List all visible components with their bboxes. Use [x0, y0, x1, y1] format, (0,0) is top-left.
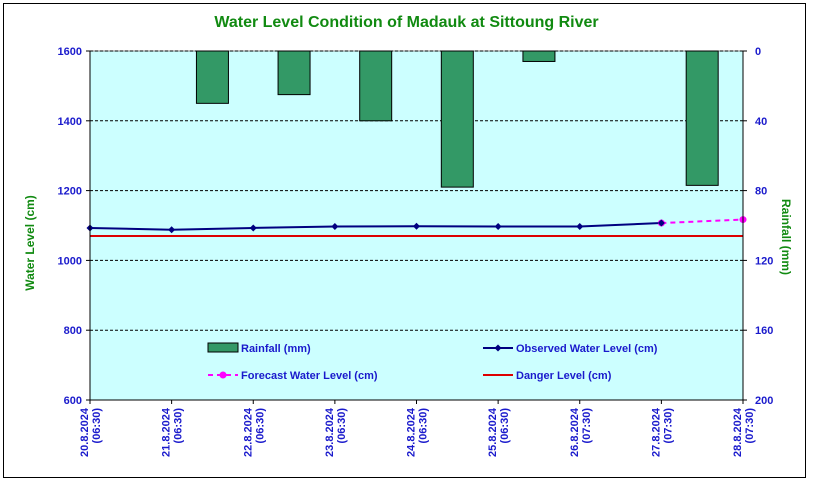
observed-point	[657, 219, 665, 227]
rainfall-bar	[685, 50, 719, 186]
x-tick-label: 26.8.2024(07:30)	[569, 407, 593, 457]
rainfall-bar	[359, 50, 393, 122]
x-tick-label: 21.8.2024(06:30)	[161, 407, 185, 457]
rainfall-bar	[277, 50, 311, 96]
observed-water-level-line	[89, 222, 662, 231]
legend-rainfall-swatch	[207, 342, 239, 353]
x-tick-label: 20.8.2024(06:30)	[79, 407, 103, 457]
forecast-water-level-line	[661, 218, 744, 225]
x-tick-label: 25.8.2024(06:30)	[487, 407, 511, 457]
legend-observed-marker	[494, 344, 502, 352]
observed-point	[331, 223, 339, 231]
observed-point	[413, 222, 420, 230]
legend-forecast-marker	[219, 371, 227, 379]
legend-label: Rainfall (mm)	[241, 343, 311, 355]
y-right-tick-label: 160	[755, 325, 773, 337]
y-left-tick-label: 1000	[58, 255, 82, 267]
y-left-tick-label: 1200	[58, 186, 82, 198]
x-tick-label: 28.8.2024(07:30)	[732, 407, 756, 457]
observed-point	[249, 224, 257, 232]
observed-point	[168, 226, 176, 234]
legend-label: Forecast Water Level (cm)	[241, 370, 378, 382]
x-tick-label: 24.8.2024(06:30)	[406, 407, 430, 457]
rainfall-bar	[440, 50, 474, 188]
observed-point	[494, 223, 502, 231]
legend-label: Observed Water Level (cm)	[516, 343, 658, 355]
y-left-tick-label: 600	[64, 395, 82, 407]
x-tick-label: 27.8.2024(07:30)	[650, 407, 674, 457]
y-right-tick-label: 40	[755, 116, 767, 128]
y-left-tick-label: 1400	[58, 116, 82, 128]
chart-title: Water Level Condition of Madauk at Sitto…	[214, 14, 599, 31]
rainfall-bar	[195, 50, 229, 104]
y-right-tick-label: 120	[755, 255, 773, 267]
y-right-tick-label: 200	[755, 395, 773, 407]
y-left-tick-label: 1600	[58, 46, 82, 58]
x-tick-label: 23.8.2024(06:30)	[324, 407, 348, 457]
legend-label: Danger Level (cm)	[516, 370, 612, 382]
observed-point	[576, 223, 584, 231]
y-left-tick-label: 800	[64, 325, 82, 337]
y-right-tick-label: 0	[755, 46, 761, 58]
x-tick-label: 22.8.2024(06:30)	[242, 407, 266, 457]
y-right-tick-label: 80	[755, 186, 767, 198]
rainfall-bar	[522, 50, 556, 62]
